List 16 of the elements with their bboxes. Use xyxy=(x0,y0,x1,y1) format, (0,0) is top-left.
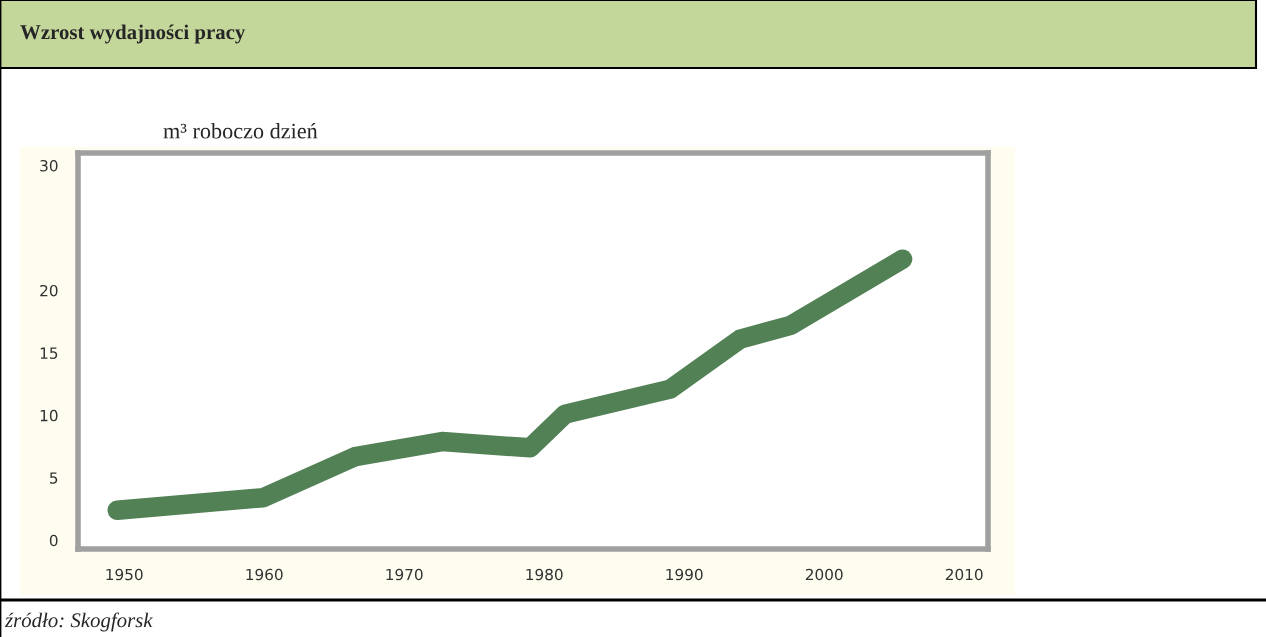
y-axis-title: m³ roboczo dzień xyxy=(163,122,318,139)
x-tick-label: 1980 xyxy=(526,568,563,581)
y-tick-label: 5 xyxy=(50,472,58,484)
x-tick-label: 1990 xyxy=(666,568,703,581)
y-tick-label: 15 xyxy=(40,347,58,359)
x-tick-label: 2000 xyxy=(805,568,843,581)
y-tick-label: 20 xyxy=(40,284,58,297)
chart-title: Wzrost wydajności pracy xyxy=(20,24,246,44)
y-tick-label: 30 xyxy=(40,159,58,172)
y-tick-label: 10 xyxy=(40,409,58,422)
x-tick-label: 1960 xyxy=(246,568,283,581)
text: źródło: Skogforsk xyxy=(4,612,153,632)
x-tick-label: 2010 xyxy=(945,568,983,581)
y-tick-label: 0 xyxy=(49,534,58,547)
x-tick-label: 1970 xyxy=(386,568,423,581)
x-tick-label: 1950 xyxy=(106,568,143,581)
